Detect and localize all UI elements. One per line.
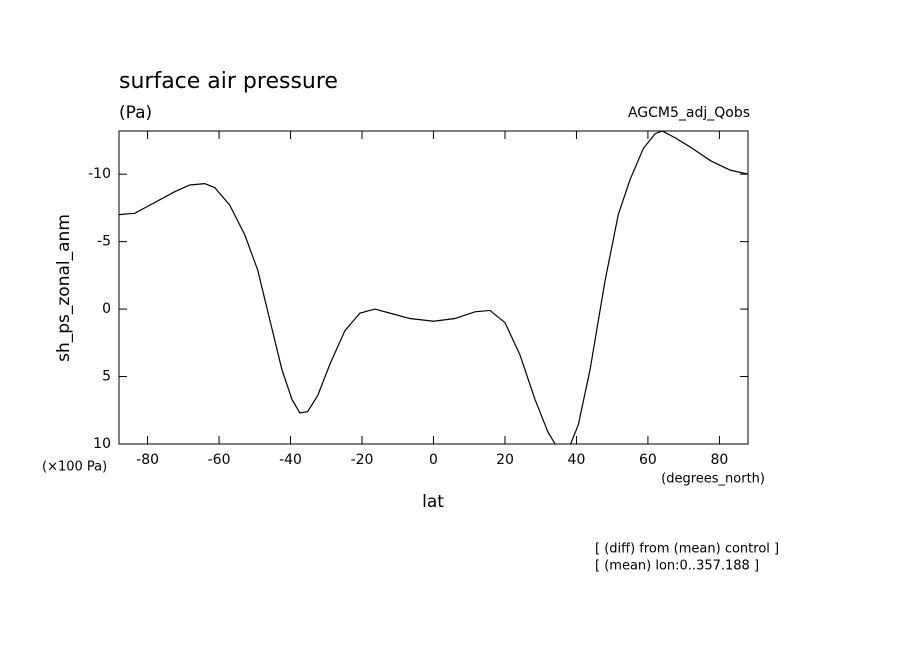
x-tick-label: 0 — [429, 452, 438, 468]
y-tick-label: -10 — [88, 166, 111, 182]
y-tick-label: 5 — [102, 369, 111, 385]
x-tick-label: 60 — [639, 452, 657, 468]
x-tick-label: 80 — [710, 452, 728, 468]
note: [ (mean) lon:0..357.188 ] — [595, 559, 759, 574]
x-tick-label: -60 — [208, 452, 231, 468]
y-tick-label: -5 — [97, 234, 111, 250]
chart-title: surface air pressure — [119, 69, 338, 94]
subtitle: (Pa) — [119, 103, 152, 123]
x-tick-label: -80 — [136, 452, 159, 468]
annotation: AGCM5_adj_Qobs — [628, 105, 750, 121]
note: [ (diff) from (mean) control ] — [595, 542, 779, 557]
line-series — [119, 131, 748, 444]
plot-frame — [118, 130, 749, 445]
x-axis-label: lat — [422, 492, 444, 512]
x-tick-label: 20 — [496, 452, 514, 468]
x-tick-label: -40 — [279, 452, 302, 468]
x-tick-label: 40 — [568, 452, 586, 468]
y-axis-unit: (×100 Pa) — [42, 460, 107, 475]
y-tick-label: 0 — [102, 301, 111, 317]
y-tick-label: 10 — [93, 436, 111, 452]
x-axis-unit: (degrees_north) — [661, 472, 765, 487]
x-tick-label: -20 — [351, 452, 374, 468]
y-axis-label: sh_ps_zonal_anm — [54, 214, 74, 362]
